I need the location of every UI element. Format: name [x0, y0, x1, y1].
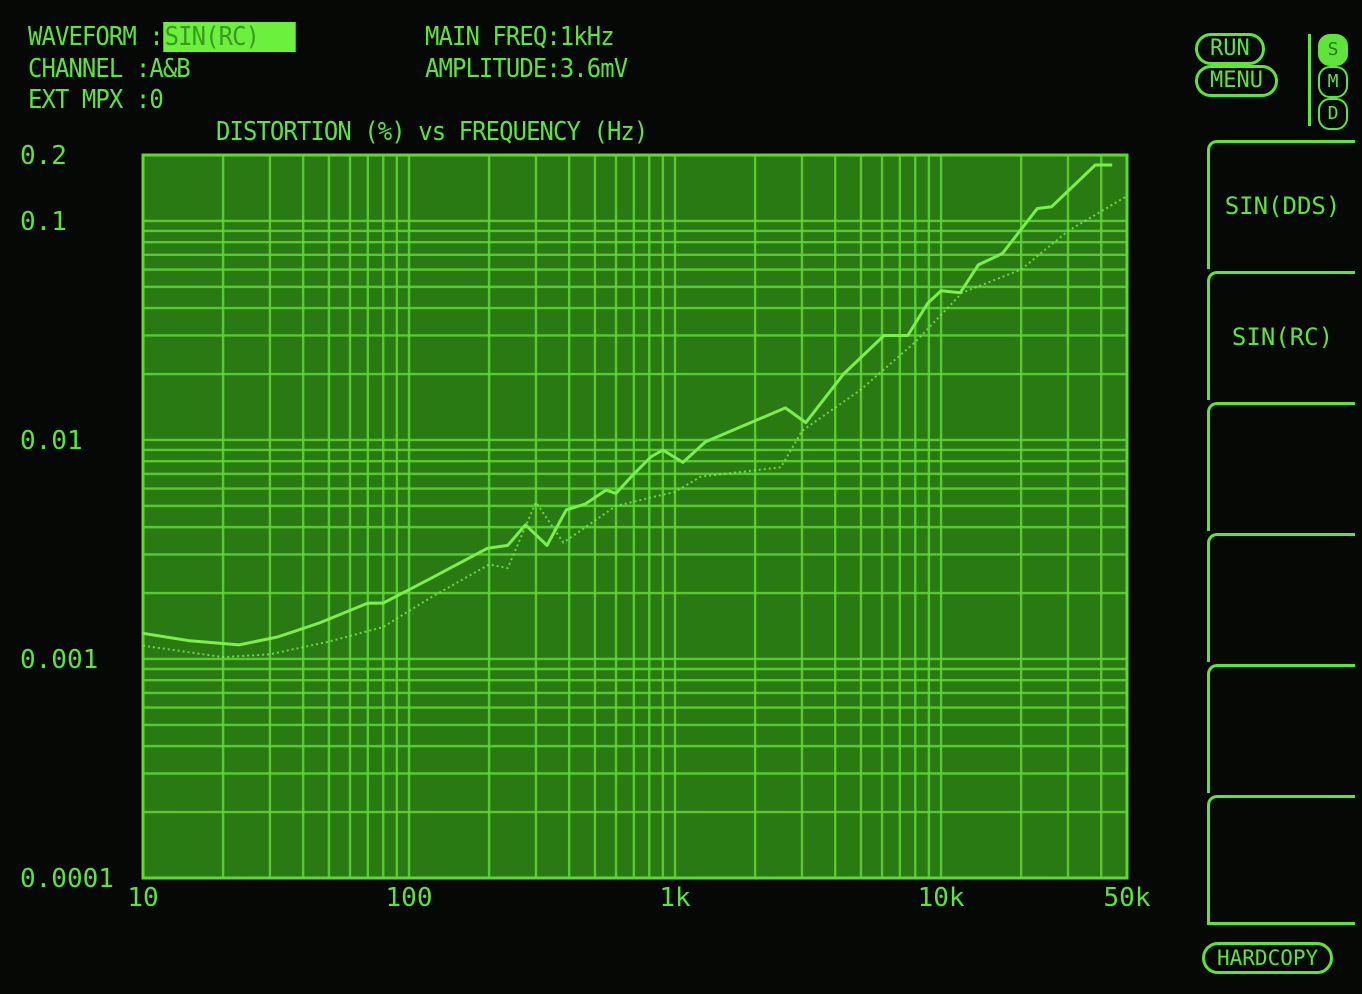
- mode-d-button[interactable]: D: [1318, 98, 1348, 130]
- mode-m-button[interactable]: M: [1318, 66, 1348, 98]
- y-tick-label: 0.01: [20, 426, 83, 456]
- channel-value: A&B: [149, 54, 190, 84]
- x-tick-label: 1k: [659, 883, 691, 913]
- softkey-sin-dds[interactable]: SIN(DDS): [1207, 140, 1355, 269]
- waveform-label: WAVEFORM :SIN(RC): [28, 22, 296, 52]
- softkey-sin-rc[interactable]: SIN(RC): [1207, 271, 1355, 400]
- mode-s-button[interactable]: S: [1318, 34, 1348, 66]
- softkey-3[interactable]: [1207, 402, 1355, 531]
- softkey-4[interactable]: [1207, 533, 1355, 662]
- hardcopy-button[interactable]: HARDCOPY: [1202, 942, 1334, 974]
- ext-mpx-value: 0: [149, 85, 163, 115]
- softkey-5[interactable]: [1207, 664, 1355, 793]
- amplitude: AMPLITUDE:3.6mV: [425, 54, 628, 84]
- x-tick-label: 100: [386, 883, 433, 913]
- x-tick-label: 50k: [1104, 883, 1151, 913]
- plot-border: [141, 153, 1129, 880]
- menu-button[interactable]: MENU: [1195, 65, 1278, 97]
- ext-mpx-label: EXT MPX :0: [28, 85, 164, 115]
- main-freq: MAIN FREQ:1kHz: [425, 22, 615, 52]
- x-tick-label: 10: [127, 883, 158, 913]
- run-button[interactable]: RUN: [1195, 33, 1265, 65]
- y-tick-label: 0.0001: [20, 864, 114, 894]
- y-tick-label: 0.1: [20, 207, 67, 237]
- softkey-6[interactable]: [1207, 795, 1355, 925]
- divider: [1308, 34, 1311, 126]
- y-tick-label: 0.2: [20, 141, 67, 171]
- chart-title: DISTORTION (%) vs FREQUENCY (Hz): [216, 117, 648, 147]
- channel-label: CHANNEL :A&B: [28, 54, 191, 84]
- waveform-value[interactable]: SIN(RC): [162, 22, 296, 52]
- y-tick-label: 0.001: [20, 645, 98, 675]
- x-tick-label: 10k: [918, 883, 965, 913]
